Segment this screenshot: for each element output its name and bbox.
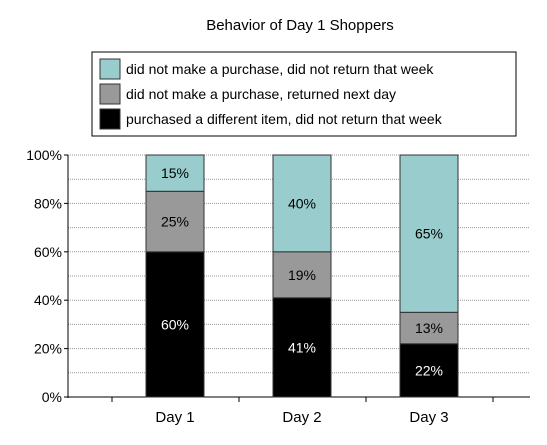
y-tick-label: 20%: [34, 341, 62, 357]
data-label: 40%: [288, 195, 316, 211]
legend-label: purchased a different item, did not retu…: [126, 111, 443, 127]
y-tick-label: 0%: [42, 389, 62, 405]
data-label: 65%: [415, 226, 443, 242]
data-label: 41%: [288, 339, 316, 355]
y-tick-label: 80%: [34, 195, 62, 211]
bar-segment: [145, 154, 205, 192]
y-tick-label: 60%: [34, 244, 62, 260]
bars: 60% 25% 15% 41% 19% 40% 22% 13% 65%: [145, 154, 459, 398]
legend-label: did not make a purchase, returned next d…: [126, 86, 396, 102]
bar-segment: [272, 154, 332, 253]
y-tick-label: 100%: [26, 147, 62, 163]
data-label: 60%: [161, 316, 189, 332]
x-tick-label: Day 1: [155, 409, 194, 426]
bar-segment: [272, 297, 332, 398]
legend-swatch: [99, 83, 121, 105]
bar-segment: [399, 154, 459, 313]
legend: did not make a purchase, did not return …: [91, 51, 517, 137]
legend-swatch: [99, 108, 121, 130]
data-label: 15%: [161, 165, 189, 181]
y-tick-label: 40%: [34, 292, 62, 308]
data-label: 13%: [415, 320, 443, 336]
legend-label: did not make a purchase, did not return …: [126, 61, 434, 77]
data-label: 25%: [161, 214, 189, 230]
data-label: 22%: [415, 362, 443, 378]
data-label: 19%: [288, 267, 316, 283]
axes: 0% 20% 40% 60% 80% 100% Day 1 Day 2 Day 3: [26, 147, 530, 426]
bar-segment: [272, 251, 332, 299]
x-tick-label: Day 2: [282, 409, 321, 426]
legend-box: [91, 51, 517, 137]
x-tick-label: Day 3: [409, 409, 448, 426]
chart-title: Behavior of Day 1 Shoppers: [206, 17, 394, 34]
legend-swatch: [99, 58, 121, 80]
bar-segment: [399, 343, 459, 398]
